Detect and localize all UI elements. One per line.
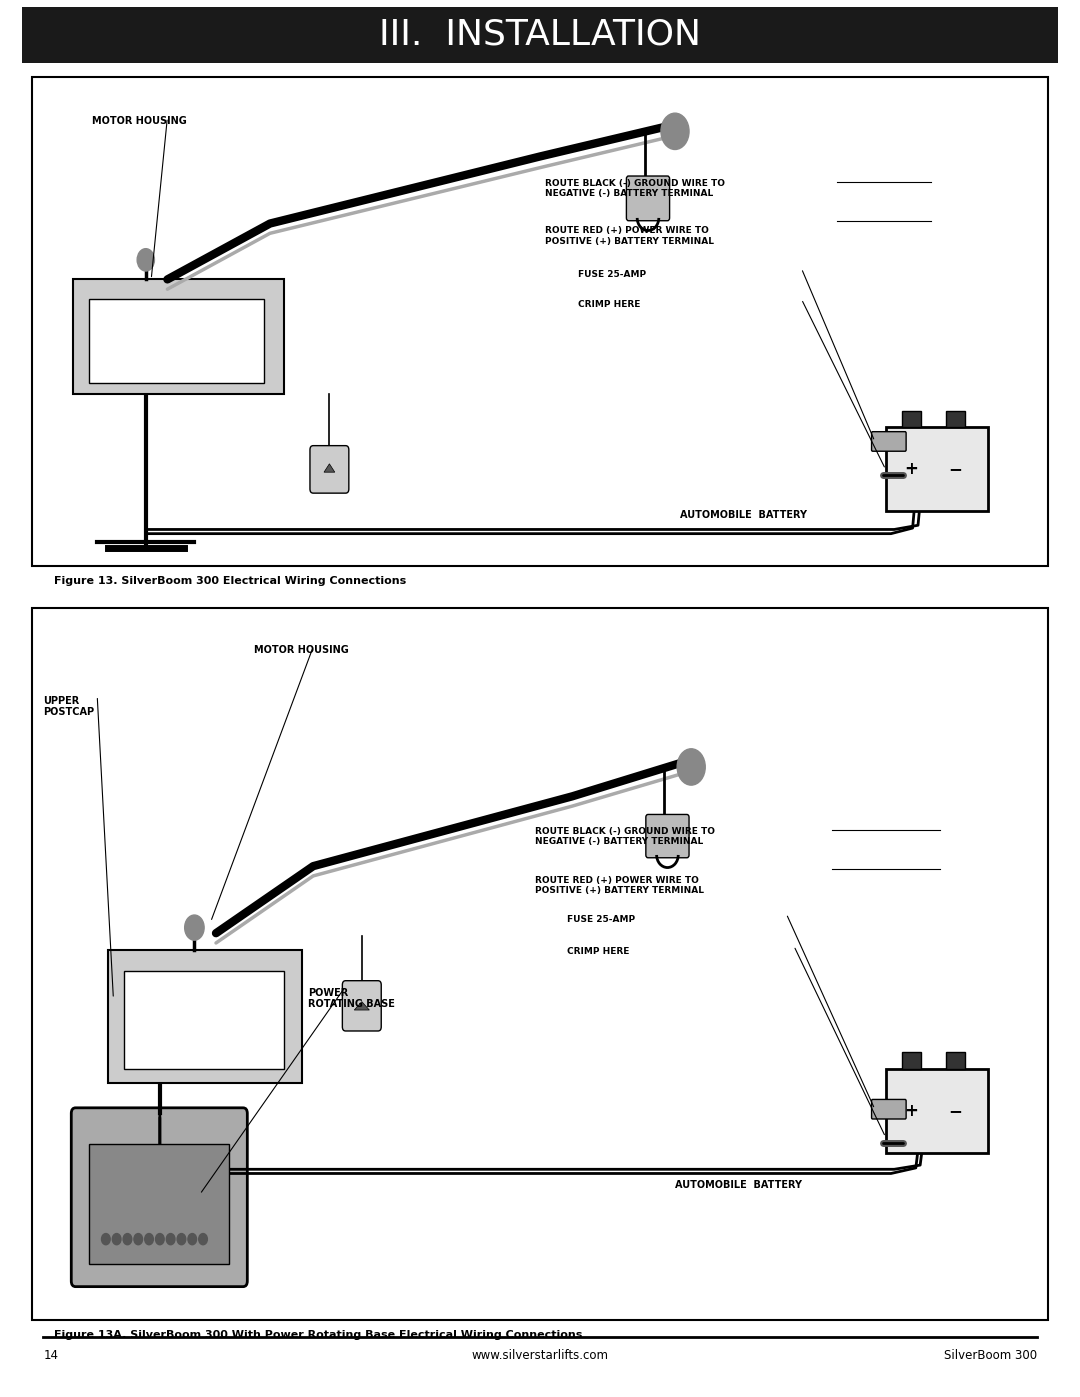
Circle shape [156,1234,164,1245]
Circle shape [145,1234,153,1245]
FancyBboxPatch shape [71,1108,247,1287]
Circle shape [177,1234,186,1245]
Text: AUTOMOBILE  BATTERY: AUTOMOBILE BATTERY [680,510,808,520]
Circle shape [185,915,204,940]
Text: Figure 13. SilverBoom 300 Electrical Wiring Connections: Figure 13. SilverBoom 300 Electrical Wir… [54,576,406,585]
Bar [22,7,1058,63]
Text: FUSE 25-AMP: FUSE 25-AMP [567,915,635,923]
Circle shape [102,1234,110,1245]
Text: ROUTE BLACK (-) GROUND WIRE TO
NEGATIVE (-) BATTERY TERMINAL: ROUTE BLACK (-) GROUND WIRE TO NEGATIVE … [545,179,726,198]
Bar [89,299,264,383]
Bar [946,1052,966,1069]
Bar [32,608,1048,1320]
Circle shape [166,1234,175,1245]
Text: 14: 14 [43,1350,58,1362]
Text: ROUTE RED (+) POWER WIRE TO
POSITIVE (+) BATTERY TERMINAL: ROUTE RED (+) POWER WIRE TO POSITIVE (+)… [545,226,714,246]
Text: III.  INSTALLATION: III. INSTALLATION [379,18,701,52]
Text: SilverBoom 300: SilverBoom 300 [944,1350,1037,1362]
Text: −: − [948,461,962,478]
Bar [108,950,302,1083]
Polygon shape [324,464,335,472]
Text: ROUTE RED (+) POWER WIRE TO
POSITIVE (+) BATTERY TERMINAL: ROUTE RED (+) POWER WIRE TO POSITIVE (+)… [535,876,703,895]
Circle shape [112,1234,121,1245]
Text: CRIMP HERE: CRIMP HERE [567,947,630,956]
Text: Figure 13A. SilverBoom 300 With Power Rotating Base Electrical Wiring Connection: Figure 13A. SilverBoom 300 With Power Ro… [54,1330,582,1340]
Text: POWER
ROTATING BASE: POWER ROTATING BASE [308,988,394,1009]
Bar [886,1069,988,1153]
Bar [886,427,988,511]
FancyBboxPatch shape [646,814,689,858]
Circle shape [199,1234,207,1245]
Circle shape [188,1234,197,1245]
Bar [946,411,966,427]
Text: www.silverstarlifts.com: www.silverstarlifts.com [472,1350,608,1362]
Text: MOTOR HOUSING: MOTOR HOUSING [254,645,349,655]
Text: AUTOMOBILE  BATTERY: AUTOMOBILE BATTERY [675,1180,802,1190]
Bar [89,1144,229,1264]
Circle shape [134,1234,143,1245]
FancyBboxPatch shape [342,981,381,1031]
Bar [73,279,284,394]
Text: +: + [904,461,918,478]
Circle shape [123,1234,132,1245]
FancyBboxPatch shape [310,446,349,493]
Text: FUSE 25-AMP: FUSE 25-AMP [578,270,646,278]
Circle shape [677,749,705,785]
Bar [124,971,284,1069]
FancyBboxPatch shape [626,176,670,221]
Text: +: + [904,1102,918,1119]
Text: ROUTE BLACK (-) GROUND WIRE TO
NEGATIVE (-) BATTERY TERMINAL: ROUTE BLACK (-) GROUND WIRE TO NEGATIVE … [535,827,715,847]
Text: UPPER
POSTCAP: UPPER POSTCAP [43,696,94,717]
Circle shape [137,249,154,271]
Text: −: − [948,1102,962,1119]
Bar [902,1052,921,1069]
Polygon shape [354,1002,369,1010]
Text: MOTOR HOUSING: MOTOR HOUSING [92,116,187,126]
Bar [32,77,1048,566]
Circle shape [661,113,689,149]
Bar [902,411,921,427]
FancyBboxPatch shape [872,432,906,451]
Text: CRIMP HERE: CRIMP HERE [578,300,640,309]
FancyBboxPatch shape [872,1099,906,1119]
